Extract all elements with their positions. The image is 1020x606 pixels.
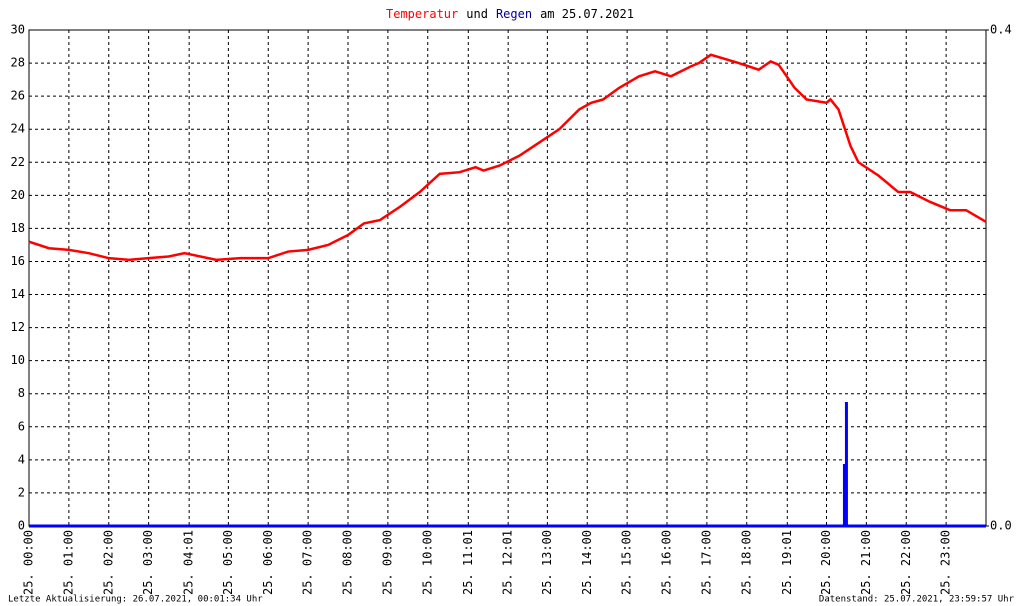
y-tick-label: 18 <box>11 221 25 235</box>
x-tick-label: 25. 17:00 <box>699 530 713 595</box>
y-tick-label: 12 <box>11 320 25 334</box>
x-tick-label: 25. 08:00 <box>341 530 355 595</box>
y-tick-label: 26 <box>11 89 25 103</box>
x-tick-label: 25. 09:00 <box>380 530 394 595</box>
x-tick-label: 25. 18:00 <box>739 530 753 595</box>
x-tick-label: 25. 01:00 <box>61 530 75 595</box>
y-tick-label: 20 <box>11 188 25 202</box>
x-tick-label: 25. 00:00 <box>22 530 36 595</box>
temperature-line <box>28 53 987 262</box>
x-tick-label: 25. 03:00 <box>141 530 155 595</box>
y-tick-label: 2 <box>18 485 25 499</box>
x-tick-label: 25. 23:00 <box>939 530 953 595</box>
y-tick-label: 16 <box>11 254 25 268</box>
x-tick-label: 25. 12:01 <box>501 530 515 595</box>
title-part: und <box>466 7 488 21</box>
x-tick-label: 25. 04:01 <box>182 530 196 595</box>
x-tick-label: 25. 19:01 <box>780 530 794 595</box>
x-tick-label: 25. 02:00 <box>101 530 115 595</box>
rain-bar <box>844 402 848 526</box>
x-tick-label: 25. 06:00 <box>261 530 275 595</box>
footer-left: Letzte Aktualisierung: 26.07.2021, 00:01… <box>8 595 263 605</box>
y-tick-label: 24 <box>11 122 25 136</box>
y-tick-label: 4 <box>18 452 25 466</box>
x-tick-label: 25. 14:00 <box>580 530 594 595</box>
title-part: Temperatur <box>386 7 458 21</box>
title-part: am 25.07.2021 <box>540 7 634 21</box>
chart-title: Temperatur und Regen am 25.07.2021 <box>386 7 634 21</box>
x-tick-label: 25. 15:00 <box>620 530 634 595</box>
x-tick-label: 25. 11:01 <box>461 530 475 595</box>
x-tick-label: 25. 16:00 <box>660 530 674 595</box>
rain-bar <box>842 464 846 526</box>
x-tick-label: 25. 13:00 <box>540 530 554 595</box>
y-tick-label: 8 <box>18 386 25 400</box>
y-tick-label: 10 <box>11 353 25 367</box>
y-tick-label: 6 <box>18 419 25 433</box>
title-part: Regen <box>496 7 532 21</box>
y-tick-label: 30 <box>11 23 25 37</box>
x-tick-label: 25. 05:00 <box>221 530 235 595</box>
x-tick-label: 25. 20:00 <box>819 530 833 595</box>
y-tick-label: 0 <box>18 519 25 533</box>
y-tick-label: 28 <box>11 56 25 70</box>
y2-tick-label: 0.4 <box>990 23 1012 37</box>
y-tick-label: 14 <box>11 287 25 301</box>
x-tick-label: 25. 10:00 <box>420 530 434 595</box>
x-tick-label: 25. 21:00 <box>859 530 873 595</box>
y-tick-label: 22 <box>11 155 25 169</box>
footer-right: Datenstand: 25.07.2021, 23:59:57 Uhr <box>819 595 1015 605</box>
x-tick-label: 25. 07:00 <box>301 530 315 595</box>
x-tick-label: 25. 22:00 <box>899 530 913 595</box>
y2-tick-label: 0.0 <box>990 519 1012 533</box>
